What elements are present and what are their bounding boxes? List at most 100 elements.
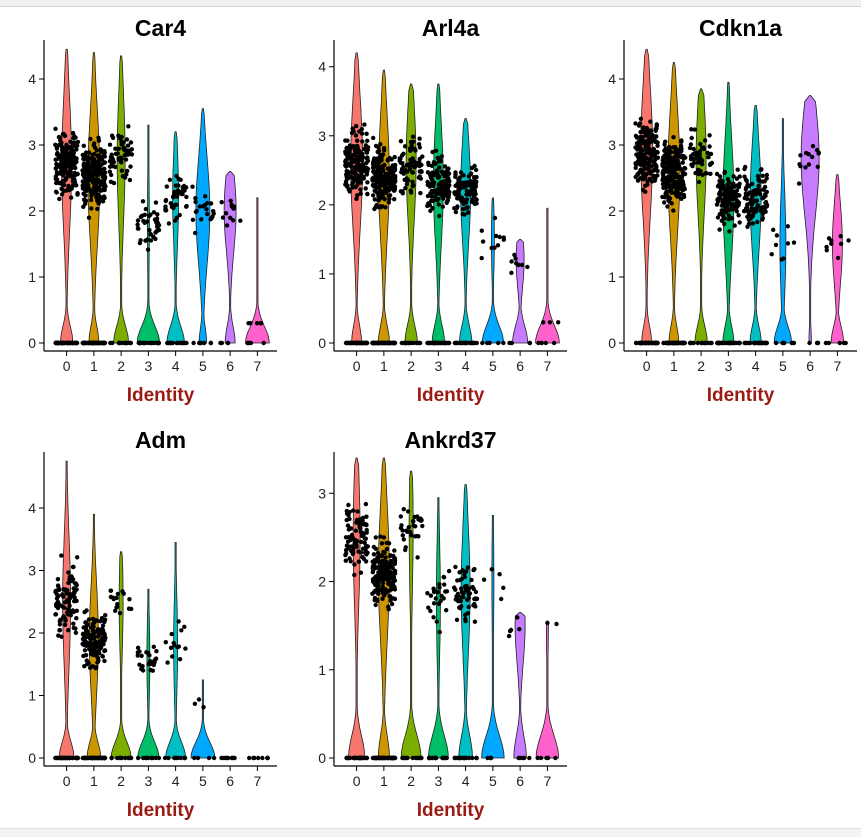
data-point xyxy=(637,145,642,150)
data-point xyxy=(371,193,376,198)
data-point xyxy=(667,146,672,151)
data-point xyxy=(708,161,713,167)
data-point xyxy=(75,171,80,177)
data-point xyxy=(446,195,451,200)
data-point xyxy=(541,320,546,325)
data-point xyxy=(119,168,125,173)
data-point xyxy=(392,168,397,173)
data-point xyxy=(679,138,684,143)
data-point xyxy=(469,187,475,193)
data-point xyxy=(652,161,657,166)
data-point xyxy=(525,264,530,270)
data-point xyxy=(385,180,390,186)
data-point xyxy=(378,152,383,158)
data-point xyxy=(810,143,816,149)
data-point xyxy=(57,196,62,202)
data-point xyxy=(791,240,797,245)
data-point xyxy=(709,340,714,346)
violin-1 xyxy=(377,457,390,759)
data-point xyxy=(359,155,365,161)
data-point xyxy=(462,198,467,203)
data-point xyxy=(401,164,406,170)
data-point xyxy=(354,143,360,149)
data-point xyxy=(154,229,159,234)
data-point xyxy=(88,136,93,142)
data-point xyxy=(108,340,113,346)
data-point xyxy=(347,189,352,194)
data-point xyxy=(356,559,362,564)
data-point xyxy=(417,136,422,141)
data-point xyxy=(102,195,107,201)
data-point xyxy=(431,601,437,606)
data-point xyxy=(174,189,180,194)
data-point xyxy=(143,206,149,212)
x-tick-label: 5 xyxy=(489,358,497,374)
data-point xyxy=(174,202,179,207)
data-point xyxy=(56,134,62,140)
data-point xyxy=(717,212,722,217)
data-point xyxy=(155,212,160,217)
data-point xyxy=(661,163,666,169)
data-point xyxy=(391,574,397,580)
data-point xyxy=(91,624,96,629)
data-point xyxy=(547,320,553,325)
data-point xyxy=(671,145,676,150)
x-tick-label: 0 xyxy=(63,358,71,374)
data-point xyxy=(392,548,397,553)
data-point xyxy=(760,173,765,178)
data-point xyxy=(352,755,357,761)
data-point xyxy=(84,608,89,613)
data-point xyxy=(470,179,475,185)
data-point xyxy=(138,214,144,220)
data-point xyxy=(391,174,396,180)
data-point xyxy=(66,183,71,189)
data-point xyxy=(704,171,709,176)
data-point xyxy=(846,238,851,243)
data-point xyxy=(102,658,107,664)
data-point xyxy=(407,146,413,151)
y-tick-label: 2 xyxy=(318,574,326,590)
data-point xyxy=(515,615,520,620)
y-tick-label: 2 xyxy=(608,203,616,219)
data-point xyxy=(807,340,812,346)
data-point xyxy=(220,755,226,761)
data-point xyxy=(411,183,416,188)
data-point xyxy=(364,522,369,528)
data-point xyxy=(715,215,721,220)
data-point xyxy=(355,509,360,514)
data-point xyxy=(96,138,102,143)
data-point xyxy=(357,755,362,761)
data-point xyxy=(689,127,694,132)
data-point xyxy=(433,170,438,176)
data-point xyxy=(469,199,475,204)
data-point xyxy=(671,135,676,140)
data-point xyxy=(495,243,501,248)
data-point xyxy=(354,123,359,129)
data-point xyxy=(371,135,376,141)
x-tick-label: 1 xyxy=(380,773,388,789)
data-point xyxy=(441,596,446,601)
data-point xyxy=(455,196,460,201)
data-point xyxy=(363,186,368,191)
data-point xyxy=(460,568,465,573)
data-point xyxy=(824,244,829,250)
y-tick-label: 3 xyxy=(28,137,36,153)
x-tick-label: 4 xyxy=(462,358,470,374)
data-point xyxy=(810,154,815,160)
data-point xyxy=(737,220,742,225)
data-point xyxy=(638,134,643,140)
data-point xyxy=(665,164,670,169)
data-point xyxy=(431,586,436,591)
data-point xyxy=(219,200,224,205)
data-point xyxy=(347,556,352,561)
data-point xyxy=(697,152,702,157)
data-point xyxy=(116,156,122,161)
data-point xyxy=(100,623,106,628)
data-point xyxy=(648,135,654,141)
data-point xyxy=(83,187,88,193)
data-point xyxy=(346,755,352,761)
data-point xyxy=(633,165,638,170)
data-point xyxy=(116,340,122,346)
data-point xyxy=(98,147,104,152)
data-point xyxy=(472,566,477,572)
